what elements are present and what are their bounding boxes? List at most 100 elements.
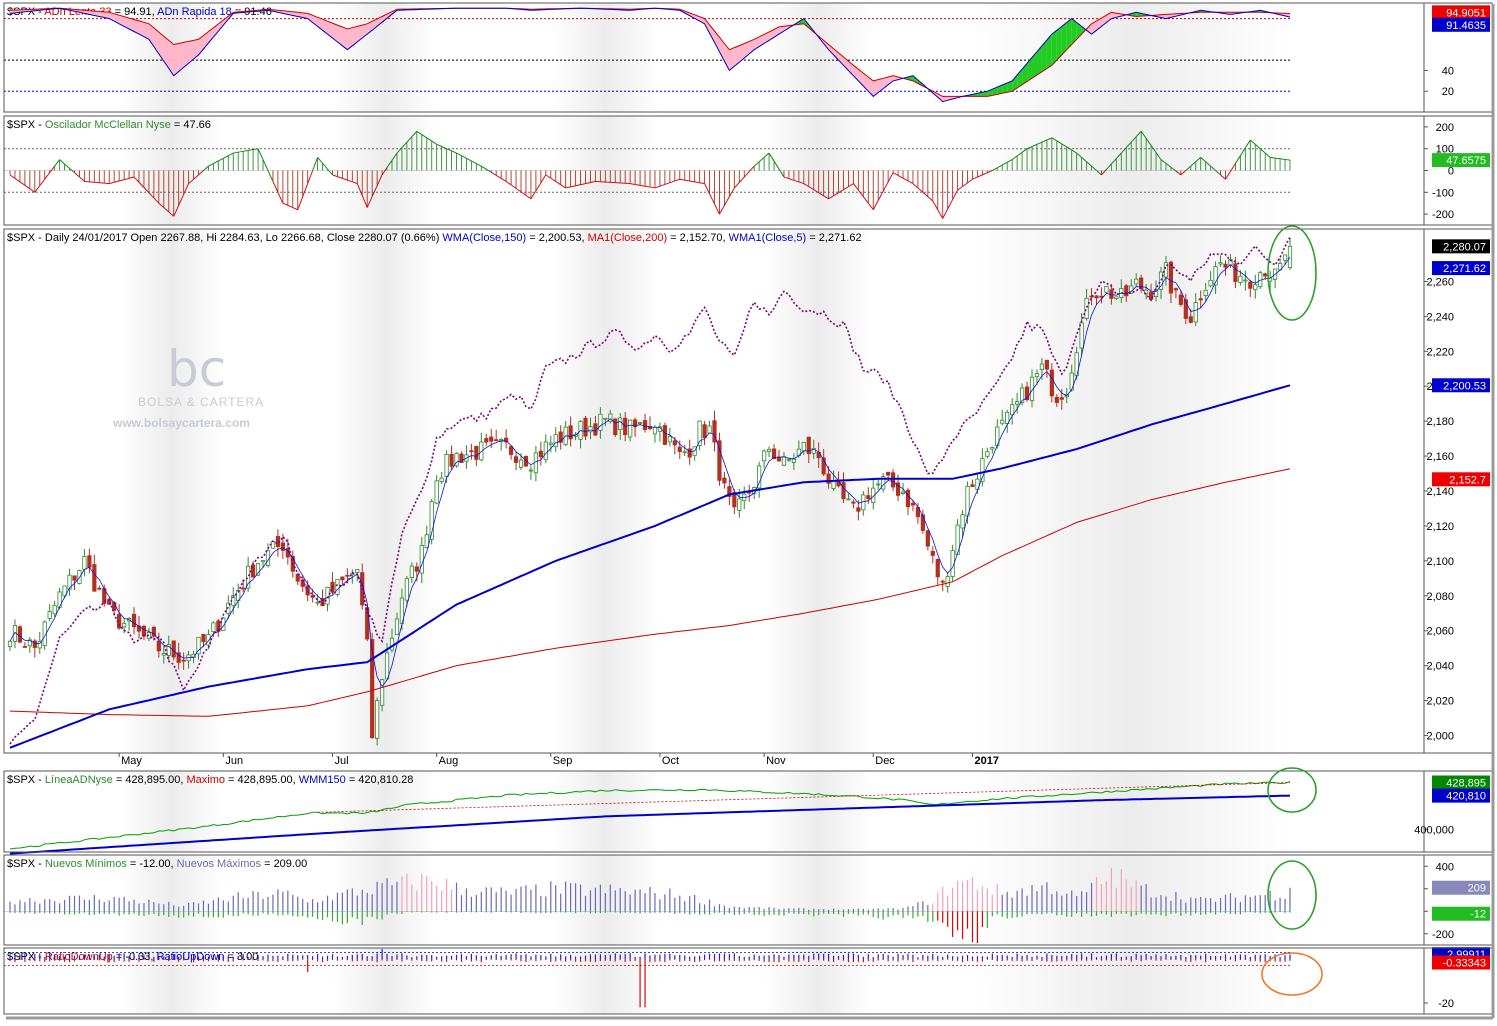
candle xyxy=(1198,298,1203,301)
adn-fill xyxy=(124,16,130,29)
title-part: Oscilador McClellan Nyse xyxy=(45,119,171,131)
mc-line xyxy=(1140,130,1147,139)
adn-fill xyxy=(357,25,363,42)
adn-fill xyxy=(868,76,874,97)
adn-lenta-label-bg xyxy=(1432,5,1490,20)
mc-line xyxy=(292,207,298,211)
candle xyxy=(459,453,464,463)
tick-label: 2,100 xyxy=(1426,556,1454,568)
candle xyxy=(757,465,762,489)
candle xyxy=(1010,404,1015,416)
candle xyxy=(682,451,687,454)
title-part: Nuevos Mínimos xyxy=(45,858,127,870)
mc-line xyxy=(1011,155,1018,161)
mc-line xyxy=(1051,137,1058,142)
mc-line xyxy=(356,183,363,196)
candle xyxy=(62,585,67,597)
price-ma200-label: 2,152.7 xyxy=(1449,474,1486,486)
candle xyxy=(270,541,276,549)
candle xyxy=(727,486,732,497)
mc-line xyxy=(1200,157,1206,163)
mc-line xyxy=(381,167,388,176)
tick-label: 2,000 xyxy=(1426,731,1454,743)
adn-fill xyxy=(138,20,144,37)
adn-fill xyxy=(1027,57,1033,82)
mc-line xyxy=(565,186,571,189)
mc-line xyxy=(1101,169,1107,176)
tick-label: 2,260 xyxy=(1426,276,1454,288)
title-part: RatioDownUp xyxy=(45,951,113,963)
candle xyxy=(603,417,608,420)
mc-line xyxy=(833,192,839,197)
candle xyxy=(553,434,558,448)
mc-line xyxy=(1031,143,1038,147)
mc-line xyxy=(327,168,333,176)
mc-line xyxy=(213,160,219,164)
mc-line xyxy=(853,183,859,191)
mc-line xyxy=(962,182,968,187)
mc-line xyxy=(1125,141,1132,148)
wmm150-line xyxy=(9,794,1291,855)
mc-line xyxy=(679,178,685,181)
mc-line xyxy=(352,181,358,185)
candle xyxy=(588,426,593,433)
title-part: = -12.00, xyxy=(127,858,177,870)
purple-dotted-line xyxy=(9,236,1291,745)
mc-line xyxy=(510,184,517,189)
candle xyxy=(821,457,826,475)
mc-line xyxy=(1135,130,1142,138)
mc-line xyxy=(654,185,661,189)
candle xyxy=(161,652,166,656)
candle xyxy=(1094,295,1099,299)
mc-line xyxy=(982,172,988,176)
candle xyxy=(1148,291,1154,300)
adn-fill xyxy=(208,27,214,44)
wmm-label: 420,810 xyxy=(1446,791,1486,803)
month-label: Jul xyxy=(334,755,348,767)
month-band xyxy=(332,855,437,945)
candle xyxy=(781,456,787,466)
mc-line xyxy=(684,179,690,182)
title-part: = 2,152.70, xyxy=(667,232,728,244)
adn-fill xyxy=(883,76,889,89)
mc-line xyxy=(228,152,234,157)
annotation-ellipse-linea xyxy=(1267,767,1317,813)
mc-line xyxy=(659,183,666,187)
tick-label: 2,020 xyxy=(1426,696,1454,708)
candle xyxy=(1015,401,1020,405)
month-band xyxy=(972,771,1290,852)
candle xyxy=(687,448,692,458)
mc-line xyxy=(783,176,790,180)
candle xyxy=(176,652,181,663)
candle xyxy=(886,471,891,476)
adn-plot xyxy=(9,7,1291,103)
mc-line xyxy=(570,185,576,188)
mc-line xyxy=(1220,174,1226,180)
candle xyxy=(340,576,345,581)
candle xyxy=(151,626,156,637)
mc-line xyxy=(282,202,289,206)
month-band xyxy=(332,229,437,753)
adn-fill xyxy=(104,11,110,19)
adn-fill xyxy=(352,26,358,46)
linea-plot xyxy=(9,781,1291,855)
mc-line xyxy=(1046,137,1053,141)
mc-line xyxy=(466,157,472,162)
mc-line xyxy=(907,180,914,185)
mc-line xyxy=(1210,165,1216,171)
candle xyxy=(1005,412,1010,424)
panel-title-nuevos: $SPX - Nuevos Mínimos = -12.00, Nuevos M… xyxy=(7,858,307,870)
candle xyxy=(1282,254,1288,261)
candle xyxy=(900,491,906,494)
adn-fill xyxy=(1022,63,1028,85)
candle xyxy=(930,550,935,556)
candle xyxy=(384,652,390,680)
candle xyxy=(980,458,985,483)
candle xyxy=(1158,271,1164,290)
candle xyxy=(608,413,613,423)
mc-line xyxy=(987,170,993,174)
tick-label: 2,160 xyxy=(1426,451,1454,463)
tick-label: 2,040 xyxy=(1426,661,1454,673)
mc-line xyxy=(738,176,745,183)
